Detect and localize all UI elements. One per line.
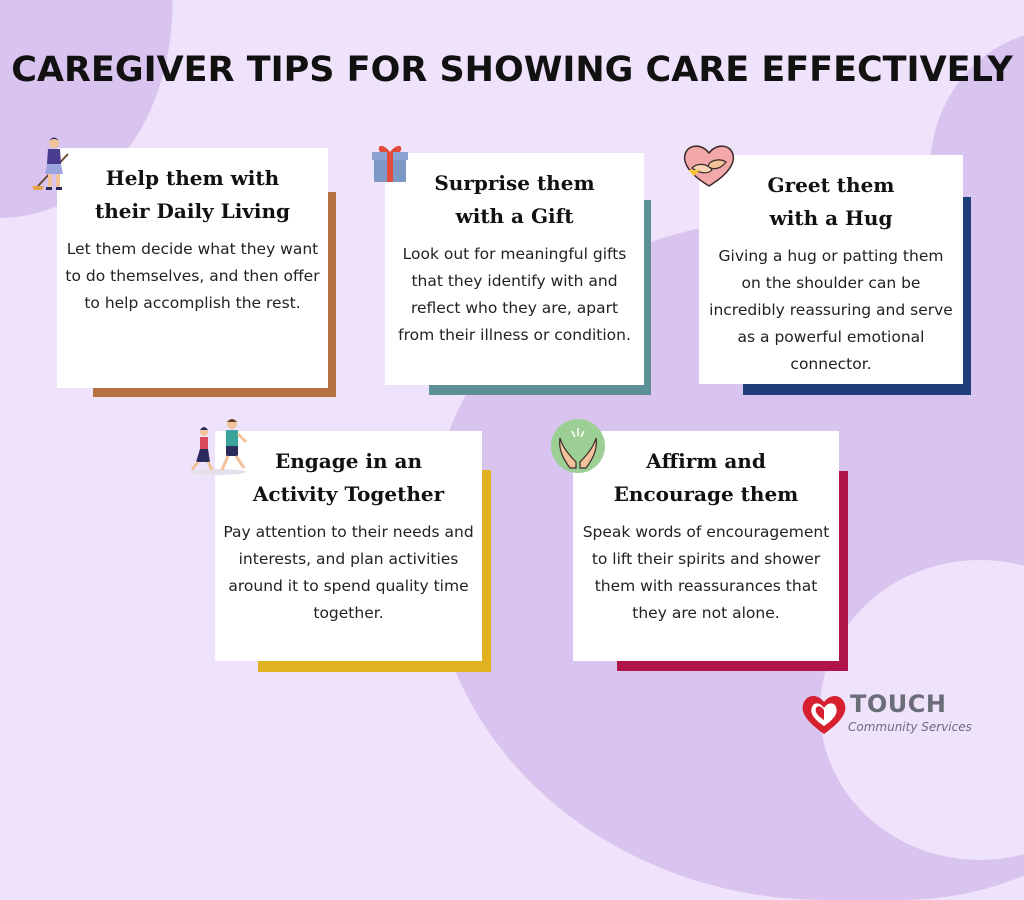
- card-body: Let them decide what they want to do the…: [65, 240, 320, 312]
- heart-logo-icon: [802, 696, 846, 734]
- logo-subtitle: Community Services: [848, 720, 972, 734]
- tip-card-daily-living: Help them with their Daily Living Let th…: [57, 148, 328, 388]
- tip-card-gift: Surprise them with a Gift Look out for m…: [385, 153, 644, 385]
- card-body: Giving a hug or patting them on the shou…: [709, 247, 953, 373]
- card-title: Help them with their Daily Living: [94, 166, 291, 223]
- heart-hug-icon: [680, 140, 738, 190]
- card-title: Greet them with a Hug: [767, 173, 895, 230]
- touch-community-services-logo: TOUCH Community Services: [800, 690, 990, 740]
- card-body: Speak words of encouragement to lift the…: [582, 523, 830, 622]
- logo-name: TOUCH: [850, 690, 947, 718]
- couple-running-icon: [186, 416, 252, 476]
- card-body: Pay attention to their needs and interes…: [223, 523, 474, 622]
- card-body: Look out for meaningful gifts that they …: [398, 245, 631, 344]
- person-mopping-icon: [30, 136, 80, 192]
- page-title: CAREGIVER TIPS FOR SHOWING CARE EFFECTIV…: [11, 50, 1013, 90]
- card-title: Affirm and Encourage them: [613, 449, 799, 506]
- card-title: Surprise them with a Gift: [434, 171, 595, 228]
- gift-box-icon: [370, 140, 410, 184]
- card-title: Engage in an Activity Together: [252, 449, 445, 506]
- tip-card-activity: Engage in an Activity Together Pay atten…: [215, 431, 482, 661]
- tip-card-affirm: Affirm and Encourage them Speak words of…: [573, 431, 839, 661]
- open-hands-icon: [550, 418, 606, 474]
- tip-card-hug: Greet them with a Hug Giving a hug or pa…: [699, 155, 963, 384]
